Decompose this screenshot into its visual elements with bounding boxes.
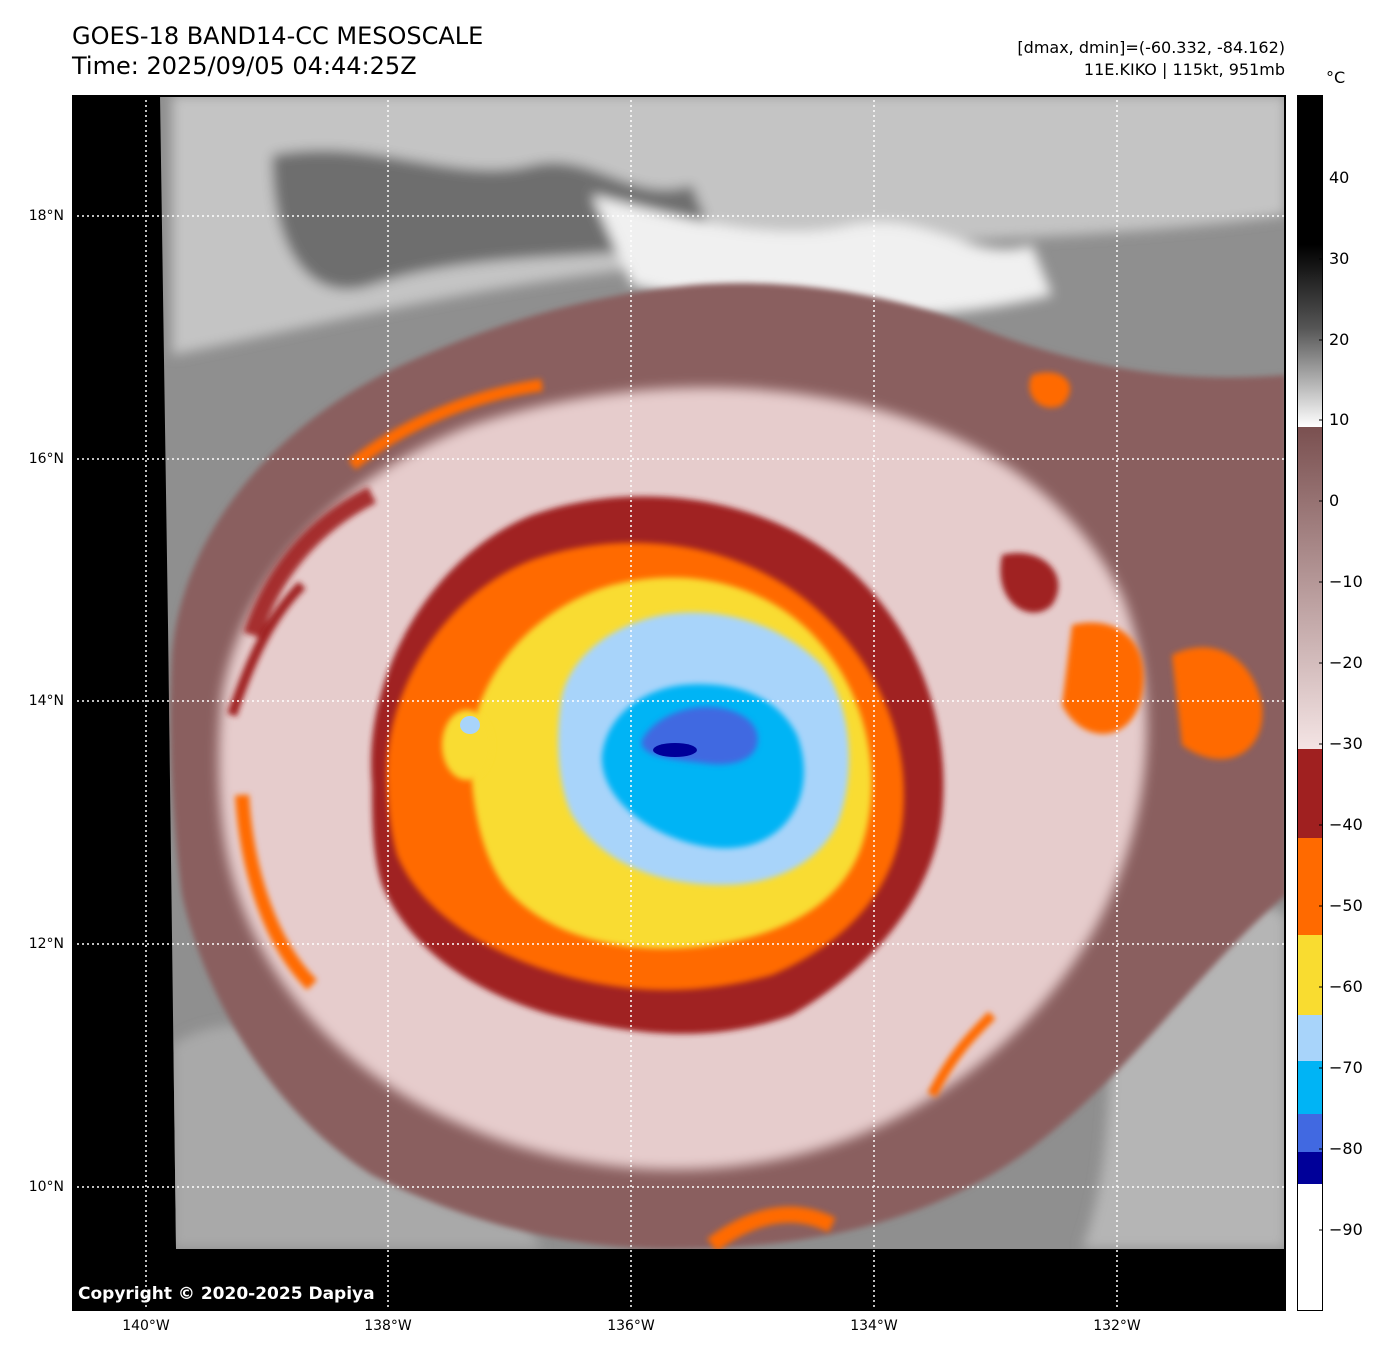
colorbar-label-10: 10 xyxy=(1329,410,1350,429)
title-line-1: GOES-18 BAND14-CC MESOSCALE xyxy=(72,22,484,50)
lon-label-140w: 140°W xyxy=(122,1318,170,1334)
colorbar-mid-segment xyxy=(1298,427,1322,749)
colorbar-band-minus-70 xyxy=(1298,1015,1322,1061)
intensity-range-label: [dmax, dmin]=(-60.332, -84.162) xyxy=(1017,38,1285,57)
satellite-map xyxy=(72,95,1286,1311)
colorbar-label-minus-30: −30 xyxy=(1329,734,1363,753)
colorbar-band-minus-90 xyxy=(1298,1184,1322,1310)
imagery-layer xyxy=(160,95,1286,1249)
lon-label-132w: 132°W xyxy=(1093,1318,1141,1334)
lat-label-12n: 12°N xyxy=(28,936,64,952)
colorbar-label-40: 40 xyxy=(1329,168,1350,187)
colorbar-warm-segment xyxy=(1298,96,1322,427)
colorbar-label-minus-50: −50 xyxy=(1329,896,1363,915)
core-band-minus-75 xyxy=(601,684,804,849)
lon-label-134w: 134°W xyxy=(850,1318,898,1334)
colorbar-label-30: 30 xyxy=(1329,249,1350,268)
lon-label-136w: 136°W xyxy=(607,1318,655,1334)
lat-label-16n: 16°N xyxy=(28,451,64,467)
colorbar-label-minus-40: −40 xyxy=(1329,815,1363,834)
storm-info-label: 11E.KIKO | 115kt, 951mb xyxy=(1083,60,1285,79)
colorbar-band-minus-75 xyxy=(1298,1061,1322,1114)
colorbar-label-minus-80: −80 xyxy=(1329,1139,1363,1158)
lon-label-138w: 138°W xyxy=(364,1318,412,1334)
colorbar-label-minus-70: −70 xyxy=(1329,1058,1363,1077)
colorbar-ticks xyxy=(1319,177,1323,1231)
lat-label-10n: 10°N xyxy=(28,1179,64,1195)
colorbar-label-minus-90: −90 xyxy=(1329,1220,1363,1239)
colorbar-label-20: 20 xyxy=(1329,330,1350,349)
colorbar-label-0: 0 xyxy=(1329,491,1340,510)
hurricane-core xyxy=(371,496,944,1034)
rainband-texture xyxy=(227,372,1263,1249)
colorbar-frame xyxy=(1297,95,1323,1311)
copyright-label: Copyright © 2020-2025 Dapiya xyxy=(78,1284,375,1304)
colorbar-label-minus-60: −60 xyxy=(1329,977,1363,996)
lat-label-18n: 18°N xyxy=(28,208,64,224)
colorbar-label-minus-10: −10 xyxy=(1329,572,1363,591)
colorbar-label-minus-20: −20 xyxy=(1329,653,1363,672)
colorbar-band-minus-60 xyxy=(1298,935,1322,1015)
gridlines xyxy=(72,95,1286,1311)
map-frame xyxy=(72,95,1286,1311)
colorbar-band-minus-40 xyxy=(1298,749,1322,838)
colorbar-band-minus-50 xyxy=(1298,838,1322,935)
title-line-2: Time: 2025/09/05 04:44:25Z xyxy=(72,52,417,80)
core-band-minus-85 xyxy=(653,743,697,757)
colorbar-band-minus-80 xyxy=(1298,1114,1322,1152)
lat-label-14n: 14°N xyxy=(28,693,64,709)
colorbar-band-minus-85 xyxy=(1298,1152,1322,1184)
colorbar xyxy=(1297,95,1323,1311)
colorbar-unit-label: °C xyxy=(1326,68,1346,87)
core-cold-spot xyxy=(460,716,480,734)
